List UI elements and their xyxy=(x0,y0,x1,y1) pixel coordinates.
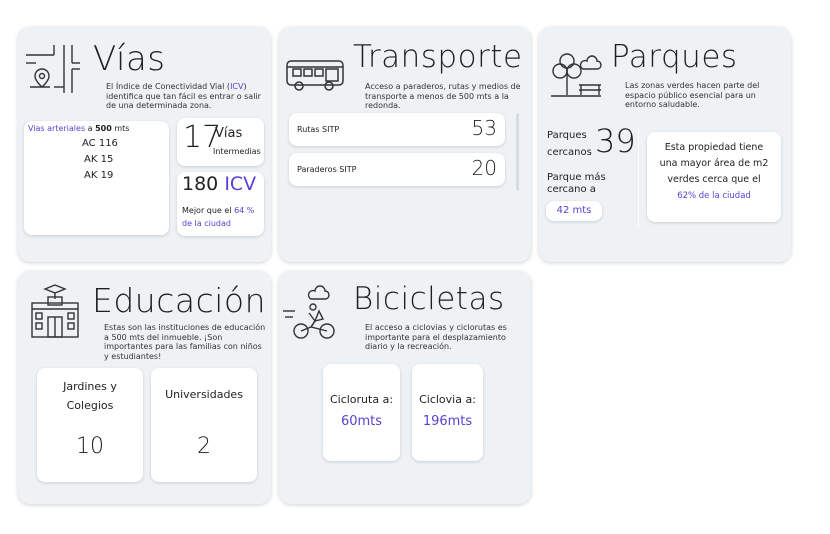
jardines-colegios-box: Jardines y Colegios 10 xyxy=(37,368,143,482)
street-item: AK 19 xyxy=(84,170,114,181)
transporte-row: Paraderos SITP 20 xyxy=(289,153,505,186)
parques-comparison-box: Esta propiedad tiene una mayor área de m… xyxy=(647,132,781,222)
parques-card: Parques Las zonas verdes hacen parte del… xyxy=(539,27,791,262)
parque-mas-cercano-dist: 42 mts xyxy=(546,201,602,221)
educacion-title: Educación xyxy=(92,281,266,320)
parques-title: Parques xyxy=(611,39,738,75)
parques-comparison-text: Esta propiedad tiene xyxy=(664,142,764,153)
intermedias-label: Vías xyxy=(215,126,243,141)
parques-cercanos-label: cercanos xyxy=(547,147,592,158)
parque-mas-cercano-label: cercano a xyxy=(547,184,596,195)
school-building-icon xyxy=(28,283,82,341)
icv-value: 180 ICV xyxy=(182,173,257,195)
bicicletas-card: Bicicletas El acceso a ciclovias y ciclo… xyxy=(279,271,531,504)
icv-box: 180 ICV Mejor que el 64 % de la ciudad xyxy=(177,172,264,236)
parques-cercanos: Parques cercanos xyxy=(547,127,592,161)
vias-card: Vías El Índice de Conectividad Vial (ICV… xyxy=(18,27,271,262)
parques-divider xyxy=(638,127,639,227)
intermedias-box: 17 Vías Intermedias xyxy=(177,118,264,166)
vias-description: El Índice de Conectividad Vial (ICV) ide… xyxy=(106,82,261,110)
transporte-row-label: Paraderos SITP xyxy=(297,165,357,174)
jardines-colegios-count: 10 xyxy=(76,434,104,459)
intermedias-sublabel: Intermedias xyxy=(213,147,261,156)
jardines-label-line: Jardines y xyxy=(63,380,117,393)
arteriales-box: Vias arteriales a 500 mts AC 116 AK 15 A… xyxy=(24,121,169,235)
cicloruta-label: Cicloruta a: xyxy=(329,393,394,406)
parque-mas-cercano: Parque más cercano a xyxy=(547,172,606,196)
transporte-scrollbar[interactable] xyxy=(516,113,519,191)
transporte-card: Transporte Acceso a paraderos, rutas y m… xyxy=(279,27,531,262)
transporte-row-value: 20 xyxy=(471,156,497,180)
educacion-description: Estas son las instituciones de educación… xyxy=(104,323,266,361)
ciclovia-box: Ciclovia a: 196mts xyxy=(412,364,483,461)
jardines-colegios-label: Jardines y Colegios xyxy=(37,377,143,415)
transporte-description: Acceso a paraderos, rutas y medios de tr… xyxy=(365,82,521,110)
map-pin-roads-icon xyxy=(24,43,82,95)
universidades-count: 2 xyxy=(197,434,211,459)
universidades-label: Universidades xyxy=(165,388,243,401)
street-item: AC 116 xyxy=(82,138,118,149)
ciclovia-value: 196mts xyxy=(422,414,473,429)
transporte-title: Transporte xyxy=(353,39,523,75)
universidades-box: Universidades 2 xyxy=(151,368,257,482)
bicicletas-title: Bicicletas xyxy=(353,281,505,317)
transporte-row-value: 53 xyxy=(471,116,497,140)
parques-description: Las zonas verdes hacen parte del espacio… xyxy=(625,81,760,109)
tree-park-icon xyxy=(549,51,603,99)
cyclist-icon xyxy=(281,281,349,343)
icv-comparison: Mejor que el 64 % de la ciudad xyxy=(182,206,255,228)
transporte-row: Rutas SITP 53 xyxy=(289,113,505,146)
street-item: AK 15 xyxy=(84,154,114,165)
colegios-label-line: Colegios xyxy=(66,399,114,412)
cicloruta-box: Cicloruta a: 60mts xyxy=(323,364,400,461)
parques-comparison-pct: 62% de la ciudad xyxy=(677,191,751,201)
parques-comparison-text: verdes cerca que el xyxy=(667,174,761,185)
arteriales-header: Vias arteriales a 500 mts xyxy=(28,124,130,133)
intermedias-count: 17 xyxy=(183,120,222,155)
parques-cercanos-count: 39 xyxy=(595,122,636,160)
cicloruta-value: 60mts xyxy=(340,414,383,429)
ciclovia-label: Ciclovia a: xyxy=(419,393,476,406)
parques-comparison-text: una mayor área de m2 xyxy=(659,158,769,169)
parques-cercanos-label: Parques xyxy=(547,130,587,141)
bicicletas-description: El acceso a ciclovias y ciclorutas es im… xyxy=(365,323,507,351)
vias-title: Vías xyxy=(93,39,166,79)
parque-mas-cercano-label: Parque más xyxy=(547,172,606,183)
bus-icon xyxy=(285,57,347,93)
educacion-card: Educación Estas son las instituciones de… xyxy=(18,271,271,504)
transporte-row-label: Rutas SITP xyxy=(297,125,340,134)
